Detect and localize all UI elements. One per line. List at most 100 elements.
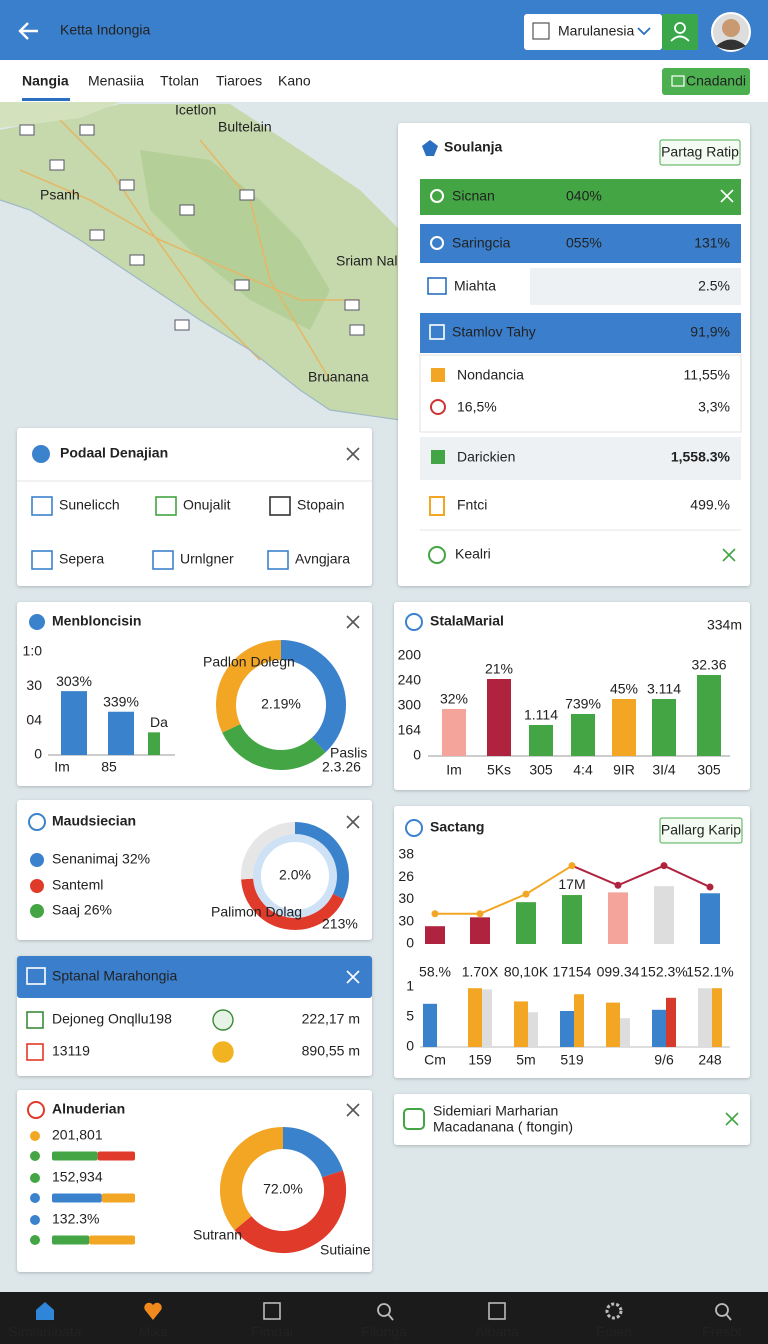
tab[interactable]: Kano bbox=[278, 73, 311, 89]
card-icon bbox=[405, 819, 423, 837]
close-icon[interactable] bbox=[725, 1112, 739, 1126]
x-axis-label: 5m bbox=[516, 1052, 535, 1068]
row-icon bbox=[26, 1043, 44, 1061]
nav-label[interactable]: Flionga bbox=[361, 1324, 407, 1340]
item-label[interactable]: Urnlgner bbox=[180, 551, 234, 567]
x-axis-label: 305 bbox=[529, 762, 553, 778]
bar-annotation: 17M bbox=[558, 876, 585, 892]
y-axis-label: 30 bbox=[26, 677, 42, 693]
column-header: 099.34 bbox=[597, 964, 640, 980]
back-icon[interactable] bbox=[18, 22, 38, 40]
tab[interactable]: Menasiia bbox=[88, 73, 144, 89]
card-title: Menbloncisin bbox=[52, 613, 141, 629]
donut-segment bbox=[241, 822, 296, 880]
row-value: 499.% bbox=[690, 497, 730, 513]
line bbox=[435, 864, 573, 915]
card-button[interactable] bbox=[659, 817, 743, 844]
nav-label[interactable]: Fresbt bbox=[702, 1324, 742, 1340]
user-button[interactable] bbox=[662, 14, 698, 50]
donut-segment bbox=[216, 640, 282, 733]
item-label[interactable]: Onujalit bbox=[183, 497, 231, 513]
x-axis-label: 3I/4 bbox=[652, 762, 676, 778]
row-icon bbox=[431, 368, 445, 382]
nav-label[interactable]: Eoien bbox=[596, 1324, 632, 1340]
legend-swatch bbox=[30, 1173, 40, 1183]
bar bbox=[487, 679, 511, 756]
dropdown-label: Marulanesia bbox=[558, 23, 634, 39]
card-icon bbox=[26, 967, 46, 985]
legend-swatch bbox=[30, 879, 44, 893]
x-axis-label: 248 bbox=[698, 1052, 722, 1068]
row-label: Kealri bbox=[455, 546, 491, 562]
x-axis-label: 9/6 bbox=[654, 1052, 674, 1068]
nav-icon bbox=[605, 1302, 623, 1320]
nav-label[interactable]: Albana bbox=[475, 1324, 519, 1340]
nav-label[interactable]: Fimdai bbox=[251, 1324, 293, 1340]
nav-icon bbox=[387, 1313, 394, 1321]
dropdown[interactable] bbox=[524, 14, 662, 50]
line-point bbox=[614, 881, 622, 889]
close-icon[interactable] bbox=[722, 548, 736, 562]
row-background bbox=[420, 437, 741, 480]
donut-label: 2.3.26 bbox=[322, 759, 361, 775]
close-icon[interactable] bbox=[346, 447, 360, 461]
nav-icon bbox=[488, 1302, 506, 1320]
item-label[interactable]: Stopain bbox=[297, 497, 344, 513]
close-icon[interactable] bbox=[346, 970, 360, 984]
bar-annotation: 32.36 bbox=[691, 657, 726, 673]
row-icon bbox=[429, 496, 445, 516]
legend-label: Senanimaj 32% bbox=[52, 851, 150, 867]
progress-segment bbox=[52, 1193, 102, 1203]
donut-segment bbox=[282, 1127, 343, 1178]
nav-icon bbox=[263, 1302, 281, 1320]
progress-segment bbox=[52, 1151, 98, 1161]
map-coast bbox=[0, 199, 401, 421]
gauge-label: Palimon Dolag bbox=[211, 904, 302, 920]
y-axis-label: 1 bbox=[406, 978, 414, 994]
pin-icon bbox=[430, 399, 446, 415]
item-label[interactable]: Avngjara bbox=[295, 551, 350, 567]
donut-segment bbox=[241, 878, 344, 930]
close-icon[interactable] bbox=[720, 189, 734, 203]
map-label: Bruanana bbox=[308, 369, 369, 385]
donut-label: Padlon Dolegn bbox=[203, 654, 295, 670]
donut-segment bbox=[234, 1170, 346, 1253]
panel-icon bbox=[422, 140, 438, 156]
map-land bbox=[0, 102, 120, 128]
chevron bbox=[637, 27, 651, 36]
close-icon[interactable] bbox=[346, 1103, 360, 1117]
item-label[interactable]: Sepera bbox=[59, 551, 104, 567]
tab[interactable]: Tiaroes bbox=[216, 73, 262, 89]
bar bbox=[654, 886, 674, 944]
tab[interactable]: Ttolan bbox=[160, 73, 199, 89]
panel-button[interactable] bbox=[659, 139, 741, 166]
tab[interactable]: Nangia bbox=[22, 73, 69, 89]
action-button-label: Cnadandi bbox=[686, 73, 746, 89]
line-point bbox=[706, 883, 714, 891]
y-axis-label: 0 bbox=[406, 1038, 414, 1054]
action-button[interactable] bbox=[662, 68, 750, 95]
row-value: 1,558.3% bbox=[671, 449, 731, 465]
close-icon[interactable] bbox=[346, 815, 360, 829]
line-point bbox=[431, 910, 439, 918]
gauge-label: 213% bbox=[322, 916, 358, 932]
donut-segment bbox=[280, 640, 346, 753]
row-group bbox=[419, 354, 742, 433]
card-icon bbox=[27, 1101, 45, 1119]
close-icon[interactable] bbox=[346, 615, 360, 629]
y-axis-label: 200 bbox=[398, 647, 422, 663]
panel-title: Soulanja bbox=[444, 139, 503, 155]
donut-label: Paslis bbox=[330, 745, 367, 761]
map-label: Bultelain bbox=[218, 119, 272, 135]
card-icon bbox=[405, 613, 423, 631]
nav-label[interactable]: Simlanibata bbox=[8, 1324, 81, 1340]
card-title: Alnuderian bbox=[52, 1101, 125, 1117]
y-axis-label: 26 bbox=[398, 868, 414, 884]
item-icon bbox=[31, 550, 53, 570]
nav-label[interactable]: Miks bbox=[139, 1324, 168, 1340]
bar bbox=[425, 926, 445, 944]
row-icon bbox=[427, 277, 447, 295]
item-label[interactable]: Sunelicch bbox=[59, 497, 120, 513]
bar bbox=[442, 709, 466, 756]
